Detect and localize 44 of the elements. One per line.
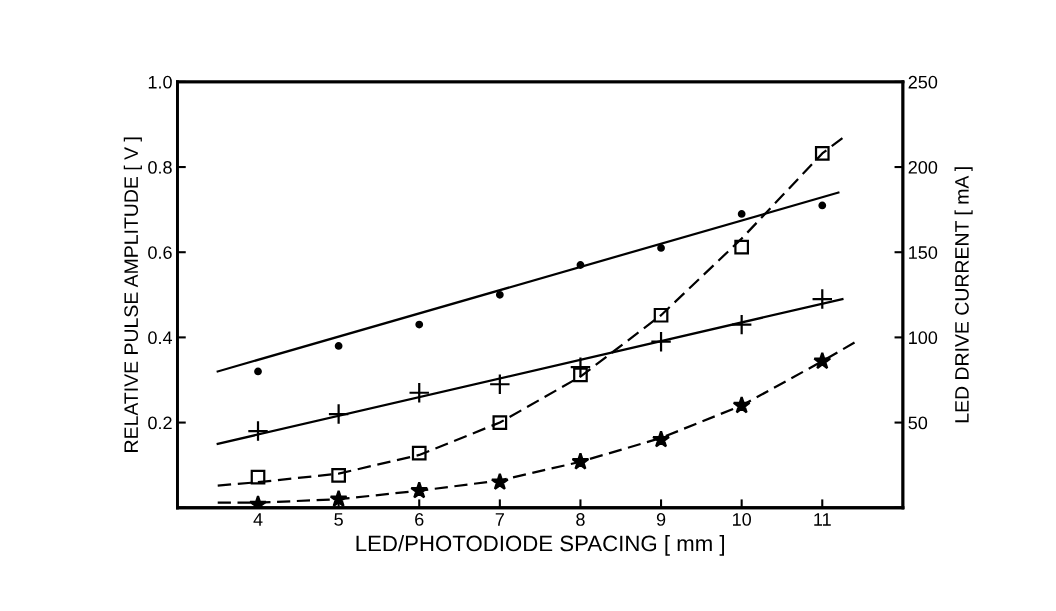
- y2-tick-label: 100: [909, 331, 938, 345]
- point: [814, 146, 830, 161]
- y2-tick-label: 50: [908, 416, 928, 430]
- point: [811, 288, 834, 310]
- x-tick-label: 8: [576, 513, 585, 526]
- y-tick-label: 0.2: [148, 416, 172, 430]
- point: [650, 330, 672, 353]
- point: [334, 342, 343, 350]
- point: [573, 367, 588, 383]
- point: [569, 356, 592, 379]
- x-axis-title: LED/PHOTODIODE SPACING [ mm ]: [356, 534, 724, 556]
- x-tick-label: 9: [656, 513, 666, 526]
- y2-tick-label: 200: [908, 160, 938, 174]
- point: [489, 373, 511, 396]
- x-tick-label: 10: [733, 513, 751, 526]
- point: [415, 320, 424, 329]
- x-tick-label: 4: [253, 513, 263, 526]
- point: [254, 367, 262, 376]
- point: [653, 307, 669, 323]
- point: [818, 201, 827, 210]
- y2-tick-label: 150: [909, 246, 938, 259]
- x-tick-label: 11: [814, 513, 831, 526]
- y2-tick-label: 250: [908, 75, 938, 89]
- point: [737, 210, 746, 218]
- point: [734, 239, 750, 255]
- line-series: [216, 136, 844, 487]
- x-tick-label: 7: [495, 513, 504, 526]
- y-tick-label: 1.0: [148, 75, 172, 89]
- point: [331, 468, 346, 483]
- point: [492, 415, 508, 430]
- point: [411, 445, 427, 461]
- y-axis-title: RELATIVE PULSE AMPLITUDE [ V ]: [123, 137, 142, 452]
- x-tick-label: 6: [415, 513, 424, 526]
- point: [657, 244, 665, 252]
- y-tick-label: 0.6: [148, 246, 172, 259]
- point: [495, 290, 504, 299]
- y2-axis-title: LED DRIVE CURRENT [ mA ]: [954, 167, 973, 423]
- point: [408, 381, 431, 404]
- point: [250, 469, 266, 485]
- y-tick-label: 0.8: [148, 160, 172, 174]
- y-tick-label: 0.4: [148, 331, 173, 345]
- point: [247, 420, 269, 442]
- x-tick-label: 5: [334, 513, 343, 526]
- point: [730, 313, 753, 336]
